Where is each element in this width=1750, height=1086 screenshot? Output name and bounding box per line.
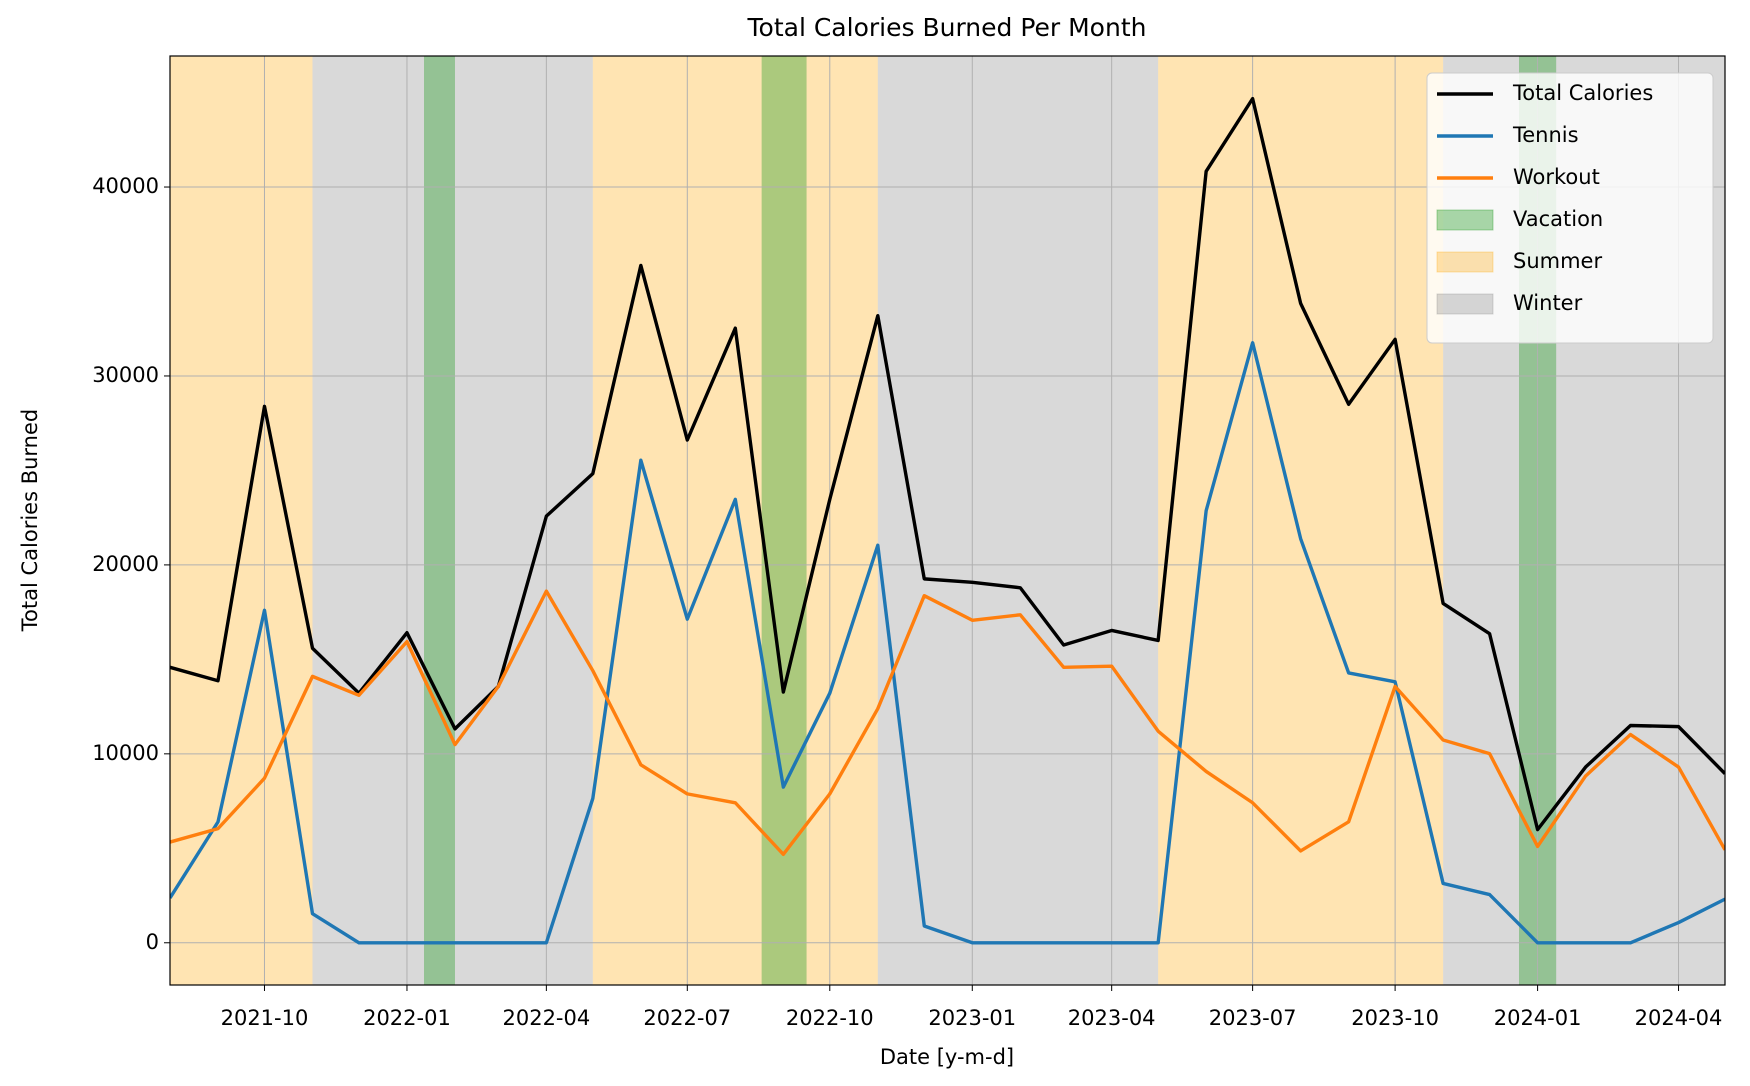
chart-title: Total Calories Burned Per Month (747, 13, 1147, 42)
line-layer (170, 96, 1725, 945)
y-tick-label: 40000 (92, 174, 159, 198)
series-line (170, 96, 1725, 832)
x-tick-label: 2022-01 (363, 1006, 451, 1030)
legend-label: Workout (1513, 165, 1600, 189)
span (761, 56, 807, 985)
legend: Total Calories Tennis Workout Vacation Summe… (1426, 72, 1714, 344)
x-tick-label: 2023-01 (928, 1006, 1016, 1030)
legend-box (1426, 72, 1714, 344)
plot-frame (169, 55, 1726, 986)
x-tick-label: 2021-10 (221, 1006, 309, 1030)
x-tick-label: 2023-10 (1351, 1006, 1439, 1030)
axis-layer: 0 10000 20000 30000 40000 2021-10 2022-01 2022-… (92, 174, 1722, 1030)
series-line (170, 341, 1725, 945)
legend-patch (1436, 251, 1494, 273)
x-tick-label: 2024-01 (1494, 1006, 1582, 1030)
legend-label: Summer (1513, 249, 1602, 273)
span (592, 56, 878, 985)
y-tick-label: 10000 (92, 741, 159, 765)
x-tick-label: 2022-07 (643, 1006, 731, 1030)
legend-label: Winter (1513, 291, 1583, 315)
span (1158, 56, 1444, 985)
span (170, 56, 313, 985)
span (424, 56, 455, 985)
legend-label: Total Calories (1512, 81, 1653, 105)
y-tick-label: 30000 (92, 363, 159, 387)
x-tick-label: 2022-04 (502, 1006, 590, 1030)
legend-label: Vacation (1513, 207, 1603, 231)
x-tick-label: 2022-10 (786, 1006, 874, 1030)
y-axis-label: Total Calories Burned (18, 409, 42, 632)
y-tick-label: 0 (146, 930, 159, 954)
legend-label: Tennis (1512, 123, 1579, 147)
x-tick-label: 2024-04 (1635, 1006, 1723, 1030)
series-line (170, 589, 1725, 857)
legend-patch (1436, 293, 1494, 315)
x-tick-label: 2023-07 (1209, 1006, 1297, 1030)
legend-patch (1436, 209, 1494, 231)
span (877, 56, 1159, 985)
x-axis-label: Date [y-m-d] (880, 1045, 1014, 1069)
x-tick-label: 2023-04 (1068, 1006, 1156, 1030)
y-tick-label: 20000 (92, 552, 159, 576)
